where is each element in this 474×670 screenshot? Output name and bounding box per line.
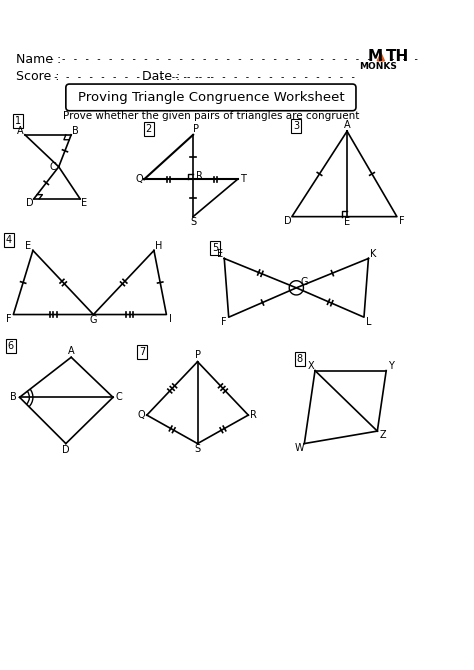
Text: K: K [370, 249, 376, 259]
Text: Prove whether the given pairs of triangles are congruent: Prove whether the given pairs of triangl… [63, 111, 359, 121]
Text: A: A [344, 120, 350, 130]
Text: E: E [26, 241, 32, 251]
Text: S: S [190, 217, 196, 227]
Text: M: M [367, 49, 383, 64]
Text: H: H [155, 241, 162, 251]
Text: T: T [240, 174, 246, 184]
Text: 4: 4 [6, 234, 12, 245]
Text: R: R [196, 171, 203, 181]
Text: F: F [221, 317, 227, 327]
Text: B: B [72, 126, 79, 136]
Text: Q: Q [137, 410, 146, 420]
Text: Date :: Date : [142, 70, 181, 84]
Text: G: G [90, 315, 97, 325]
Text: W: W [295, 443, 305, 453]
Text: Name :: Name : [16, 53, 61, 66]
Text: 7: 7 [139, 347, 146, 357]
Text: - - - - - - - - - - - - - - - -: - - - - - - - - - - - - - - - - [173, 72, 362, 82]
Text: R: R [250, 410, 257, 420]
Text: B: B [10, 393, 17, 402]
Text: Z: Z [379, 429, 386, 440]
Text: 3: 3 [293, 121, 300, 131]
Text: S: S [194, 444, 201, 454]
Text: G: G [301, 277, 308, 287]
Text: E: E [217, 249, 223, 259]
Text: - - - - - - - - - - - - - - - - - - - - - - - - - - - - - - - -: - - - - - - - - - - - - - - - - - - - - … [49, 54, 425, 64]
Text: Y: Y [388, 361, 393, 371]
Text: D: D [26, 198, 33, 208]
Text: - - - - - - - - - - - - - -: - - - - - - - - - - - - - - [54, 72, 218, 82]
Text: F: F [399, 216, 404, 226]
Text: 8: 8 [297, 354, 303, 364]
Polygon shape [377, 53, 384, 61]
Text: L: L [365, 317, 371, 327]
Text: Score :: Score : [16, 70, 60, 84]
Text: A: A [17, 126, 24, 136]
Text: D: D [283, 216, 291, 226]
Text: TH: TH [386, 49, 410, 64]
Text: A: A [68, 346, 74, 356]
Text: C: C [116, 393, 123, 402]
Text: D: D [62, 445, 70, 455]
Text: X: X [307, 361, 314, 371]
Text: 5: 5 [212, 243, 219, 253]
Text: F: F [6, 314, 12, 324]
Text: MONKS: MONKS [359, 62, 397, 71]
Text: 6: 6 [8, 340, 14, 350]
Text: E: E [82, 198, 88, 208]
Text: E: E [344, 217, 350, 227]
Text: 1: 1 [15, 117, 21, 127]
Text: 2: 2 [146, 125, 152, 135]
Text: I: I [169, 314, 173, 324]
FancyBboxPatch shape [66, 84, 356, 111]
Text: Q: Q [135, 174, 143, 184]
Text: P: P [194, 350, 201, 360]
Text: P: P [193, 125, 199, 135]
Text: C: C [49, 162, 56, 172]
Text: Proving Triangle Congruence Worksheet: Proving Triangle Congruence Worksheet [78, 91, 344, 104]
